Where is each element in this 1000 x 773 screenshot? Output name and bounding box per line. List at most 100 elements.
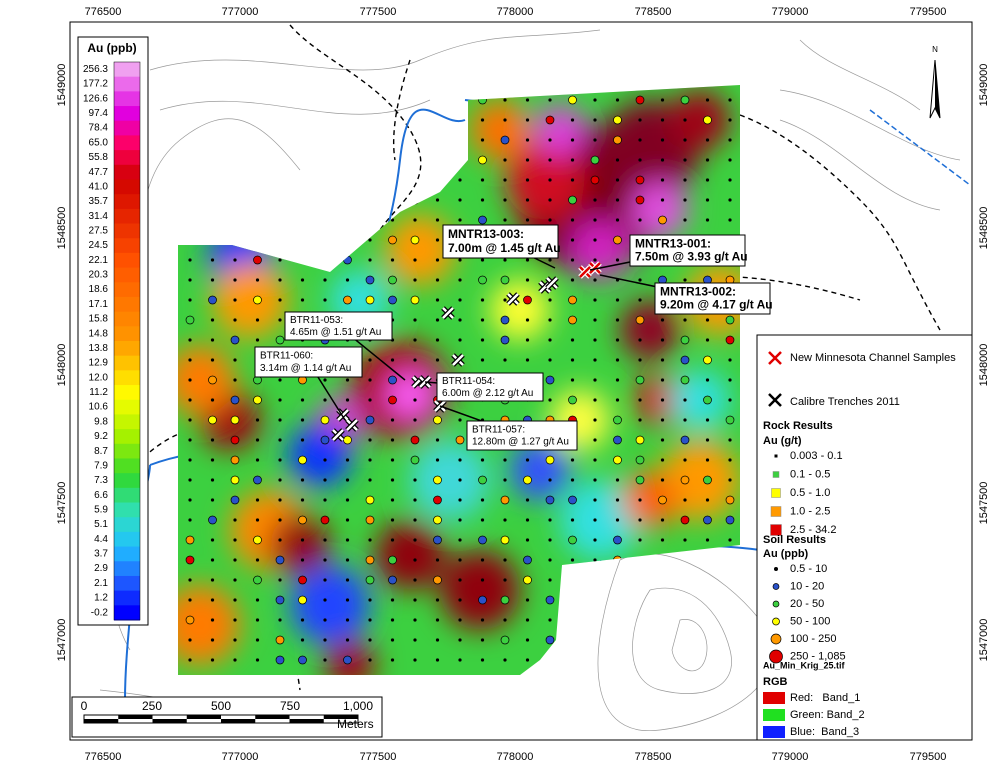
soil-sample xyxy=(233,618,237,622)
soil-sample xyxy=(593,198,597,202)
colorbar-outline xyxy=(113,61,141,621)
legend-text: 0.5 - 1.0 xyxy=(790,487,830,499)
colorbar-swatch xyxy=(114,135,140,151)
soil-sample xyxy=(278,518,282,522)
soil-sample xyxy=(233,378,237,382)
soil-sample xyxy=(615,178,620,182)
x-coord-top: 778500 xyxy=(635,6,672,18)
colorbar-swatch xyxy=(114,179,140,195)
soil-sample xyxy=(210,458,215,462)
soil-sample xyxy=(435,458,440,462)
soil-sample xyxy=(458,318,462,322)
soil-sample xyxy=(343,435,352,445)
soil-sample xyxy=(413,278,417,282)
soil-sample xyxy=(210,398,215,402)
soil-sample xyxy=(660,378,665,382)
soil-sample xyxy=(323,278,327,282)
soil-sample xyxy=(298,595,307,605)
soil-sample xyxy=(210,318,215,322)
soil-sample xyxy=(658,215,667,225)
soil-sample xyxy=(593,558,597,562)
soil-sample xyxy=(503,178,507,182)
soil-sample xyxy=(278,498,282,502)
soil-sample xyxy=(435,598,440,602)
raster-blob xyxy=(270,515,330,575)
soil-sample xyxy=(413,498,417,502)
soil-sample xyxy=(703,515,712,525)
colorbar-label: 126.6 xyxy=(83,93,108,104)
soil-sample xyxy=(705,458,710,462)
soil-sample xyxy=(593,538,597,542)
colorbar-swatch xyxy=(114,76,140,92)
legend-text: 10 - 20 xyxy=(790,580,824,592)
soil-sample xyxy=(365,275,375,285)
soil-sample xyxy=(593,518,597,522)
soil-sample xyxy=(480,558,485,562)
legend-text: 0.5 - 10 xyxy=(790,563,827,575)
soil-sample xyxy=(458,638,462,642)
soil-sample xyxy=(390,598,395,602)
soil-sample xyxy=(233,658,237,662)
soil-sample xyxy=(593,358,597,362)
soil-sample xyxy=(525,258,530,262)
soil-sample xyxy=(188,458,192,462)
soil-sample xyxy=(323,298,327,302)
colorbar-swatch xyxy=(114,194,140,210)
soil-sample xyxy=(593,378,597,382)
y-coord-left: 1548000 xyxy=(56,344,68,387)
soil-sample xyxy=(615,338,620,342)
soil-sample xyxy=(278,378,282,382)
soil-sample xyxy=(210,358,215,362)
soil-sample xyxy=(705,98,710,102)
soil-sample xyxy=(278,538,282,542)
colorbar-label: 22.1 xyxy=(89,255,109,266)
x-coord-top: 777000 xyxy=(222,6,259,18)
soil-sample xyxy=(500,335,510,345)
rock-symbol xyxy=(770,524,782,536)
soil-sample xyxy=(233,358,237,362)
rock-symbol xyxy=(770,506,782,517)
soil-sample xyxy=(413,258,417,262)
soil-sample xyxy=(210,578,215,582)
soil-sample xyxy=(390,518,395,522)
colorbar-label: 4.4 xyxy=(94,534,108,545)
soil-sample xyxy=(368,538,372,542)
band-swatch xyxy=(763,726,785,738)
soil-sample xyxy=(728,158,732,162)
soil-sample xyxy=(323,578,327,582)
soil-sample xyxy=(435,258,440,262)
soil-sample xyxy=(300,278,305,282)
soil-sample xyxy=(593,98,597,102)
soil-sample xyxy=(345,398,350,402)
north-arrow: N xyxy=(929,45,941,119)
x-coord-bottom: 777500 xyxy=(360,751,397,763)
soil-sample xyxy=(253,535,262,545)
soil-sample xyxy=(433,535,442,545)
soil-sample xyxy=(413,358,417,362)
soil-sample xyxy=(435,558,440,562)
colorbar-swatch xyxy=(114,502,140,518)
soil-sample xyxy=(570,218,575,222)
colorbar-swatch xyxy=(114,546,140,562)
soil-sample xyxy=(188,398,192,402)
scale-segment xyxy=(221,719,256,723)
soil-sample xyxy=(185,615,195,625)
soil-sample xyxy=(503,158,507,162)
soil-sample xyxy=(590,155,600,165)
raster-blob xyxy=(375,520,445,590)
soil-sample xyxy=(570,558,575,562)
colorbar-label: 5.1 xyxy=(94,519,108,530)
soil-sample xyxy=(253,255,262,265)
soil-sample xyxy=(568,295,577,305)
callout-box xyxy=(436,372,544,402)
colorbar-swatch xyxy=(114,443,140,459)
scale-segment xyxy=(186,715,221,719)
soil-sample xyxy=(680,335,690,345)
y-coord-right: 1547500 xyxy=(978,482,990,525)
soil-sample xyxy=(660,398,665,402)
soil-sample xyxy=(503,518,507,522)
callout-box xyxy=(629,234,746,267)
callout-box xyxy=(284,311,393,341)
colorbar-swatch xyxy=(114,341,140,357)
raster-blob xyxy=(212,262,288,338)
